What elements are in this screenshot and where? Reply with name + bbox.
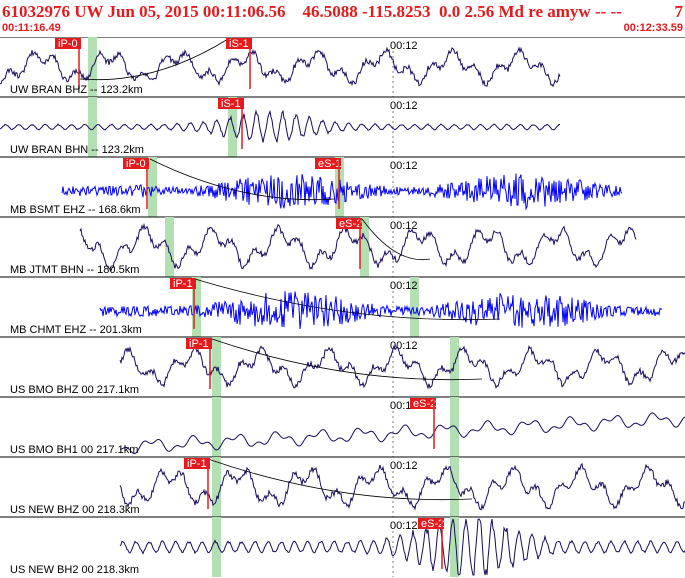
travel-time-curve: [149, 158, 336, 201]
time-window: [228, 97, 237, 157]
time-grid-label: 00:12: [390, 40, 418, 52]
waveform[interactable]: [0, 46, 561, 88]
time-window: [450, 457, 459, 517]
station-label: MB BSMT EHZ -- 168.6km: [10, 204, 141, 216]
phase-pick-flag[interactable]: [55, 38, 81, 49]
phase-pick-flag[interactable]: [418, 518, 444, 529]
phase-pick-flag[interactable]: [226, 38, 252, 49]
time-grid-label: 00:12: [390, 220, 418, 232]
travel-time-curve: [211, 338, 483, 381]
phase-pick-flag[interactable]: [184, 458, 210, 469]
time-grid-label: 00:12: [390, 160, 418, 172]
trace-row[interactable]: 00:12 eS-2 MB JTMT BHN -- 180.5km: [0, 216, 685, 277]
phase-pick-label: eS-1: [318, 158, 341, 170]
phase-pick-label: iP-1: [187, 458, 207, 470]
time-window: [450, 337, 459, 397]
waveform[interactable]: [119, 518, 685, 576]
time-grid-label: 00:12: [390, 460, 418, 472]
time-window: [212, 517, 221, 577]
station-label: US NEW BHZ 00 218.3km: [10, 504, 140, 516]
event-header: 61032976 UW Jun 05, 2015 00:11:06.56 46.…: [0, 0, 685, 37]
phase-pick-flag[interactable]: [170, 278, 196, 289]
time-grid-label: 00:12: [390, 520, 418, 532]
phase-pick-label: iS-1: [221, 98, 241, 110]
phase-pick-flag[interactable]: [336, 218, 362, 229]
phase-pick-label: eS-2: [413, 398, 436, 410]
phase-pick-label: iP-1: [189, 338, 209, 350]
time-grid-label: 00:12: [390, 340, 418, 352]
time-window: [212, 397, 221, 457]
trace-row[interactable]: 00:12 iP-1 US BMO BHZ 00 217.1km: [0, 336, 685, 397]
trace-row[interactable]: 00:12 iP-1 MB CHMT EHZ -- 201.3km: [0, 276, 685, 337]
waveform[interactable]: [61, 173, 623, 211]
phase-pick-flag[interactable]: [315, 158, 341, 169]
window-end-time: 00:12:33.59: [623, 22, 683, 34]
time-window: [450, 397, 459, 457]
travel-time-curve: [361, 218, 431, 261]
station-label: MB CHMT EHZ -- 201.3km: [10, 324, 142, 336]
trace-row[interactable]: 00:12 iS-1 UW BRAN BHN -- 123.2km: [0, 96, 685, 157]
phase-pick-label: iS-1: [229, 38, 249, 50]
time-window: [450, 517, 459, 577]
window-start-time: 00:11:16.49: [2, 22, 61, 34]
travel-time-curve: [194, 278, 501, 321]
time-window: [360, 217, 369, 277]
trace-row[interactable]: 00:12 iP-0 eS-1 MB BSMT EHZ -- 168.6km: [0, 156, 685, 217]
time-window: [410, 277, 419, 337]
time-window: [212, 337, 221, 397]
waveform[interactable]: [119, 412, 685, 455]
travel-time-curve: [207, 458, 473, 501]
waveform[interactable]: [0, 109, 560, 143]
trace-row[interactable]: 00:12 iP-0 iS-1 UW BRAN BHZ -- 123.2km: [0, 36, 685, 97]
waveform[interactable]: [79, 222, 637, 272]
waveform[interactable]: [119, 344, 685, 390]
phase-pick-flag[interactable]: [218, 98, 244, 109]
phase-pick-label: iP-0: [58, 38, 78, 50]
phase-pick-flag[interactable]: [186, 338, 212, 349]
phase-pick-flag[interactable]: [410, 398, 436, 409]
station-label: UW BRAN BHZ -- 123.2km: [10, 84, 143, 96]
time-grid-label: 00:12: [390, 100, 418, 112]
waveform[interactable]: [99, 291, 663, 330]
phase-pick-label: iP-1: [173, 278, 193, 290]
station-label: US NEW BH2 00 218.3km: [10, 564, 139, 576]
station-label: US BMO BH1 00 217.1km: [10, 444, 138, 456]
phase-pick-label: iP-0: [126, 158, 146, 170]
time-window: [212, 457, 221, 517]
trace-row[interactable]: 00:12 iP-1 US NEW BHZ 00 218.3km: [0, 456, 685, 517]
time-grid-label: 00:12: [390, 280, 418, 292]
station-label: UW BRAN BHN -- 123.2km: [10, 144, 144, 156]
event-count: 7: [674, 2, 684, 21]
time-window: [165, 217, 174, 277]
phase-pick-label: eS-2: [421, 518, 444, 530]
phase-pick-label: eS-2: [339, 218, 362, 230]
station-label: MB JTMT BHN -- 180.5km: [10, 264, 139, 276]
travel-time-curve: [79, 38, 229, 81]
phase-pick-flag[interactable]: [123, 158, 149, 169]
time-window: [88, 97, 97, 157]
trace-row[interactable]: 00:12 eS-2 US NEW BH2 00 218.3km: [0, 516, 685, 577]
station-label: US BMO BHZ 00 217.1km: [10, 384, 139, 396]
waveform[interactable]: [119, 462, 685, 511]
event-summary-title: 61032976 UW Jun 05, 2015 00:11:06.56 46.…: [2, 2, 622, 21]
